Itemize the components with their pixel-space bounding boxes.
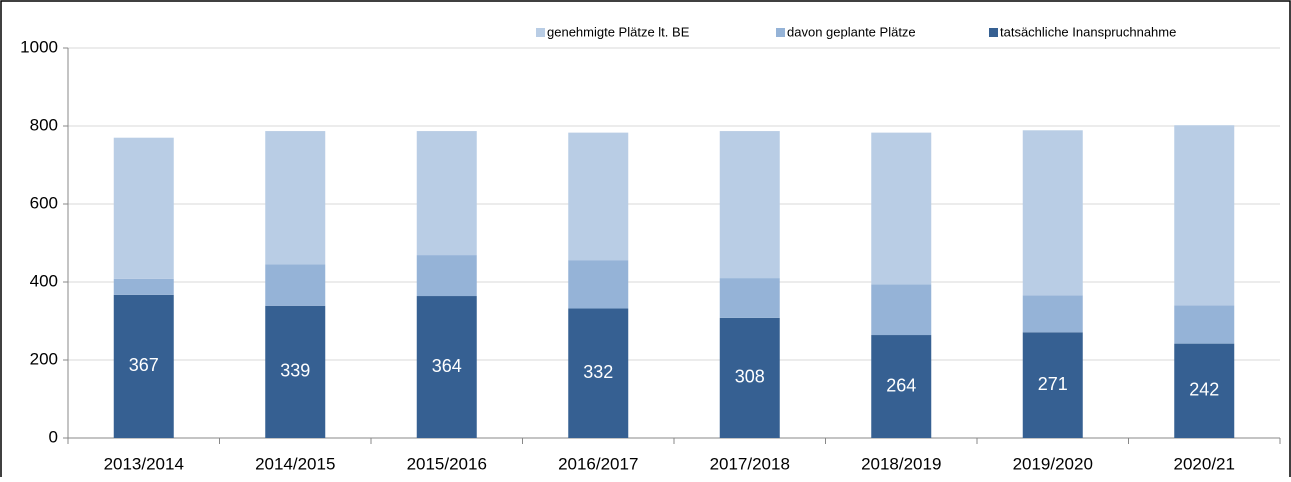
value-label: 367 xyxy=(129,355,159,375)
value-label: 271 xyxy=(1038,374,1068,394)
bar-segment xyxy=(719,278,780,318)
value-label: 339 xyxy=(280,361,310,381)
legend-label: tatsächliche Inanspruchnahme xyxy=(1000,24,1176,39)
y-tick-label: 800 xyxy=(30,115,58,134)
bar-segment xyxy=(113,278,174,295)
value-label: 264 xyxy=(886,375,916,395)
legend-swatch xyxy=(776,28,785,37)
bar-segment xyxy=(265,305,326,438)
x-tick-label: 2019/2020 xyxy=(1013,454,1093,473)
x-tick-label: 2015/2016 xyxy=(407,454,487,473)
bar-segment xyxy=(871,284,932,336)
value-label: 242 xyxy=(1189,380,1219,400)
legend-label: davon geplante Plätze xyxy=(787,24,916,39)
bar-segment xyxy=(871,335,932,438)
bar-segment xyxy=(265,264,326,306)
bar-segment xyxy=(416,131,477,256)
y-tick-label: 200 xyxy=(30,349,58,368)
legend-label: genehmigte Plätze lt. BE xyxy=(547,24,690,39)
bar-segment xyxy=(1022,295,1083,333)
bar-segment xyxy=(1174,305,1235,344)
x-tick-label: 2018/2019 xyxy=(861,454,941,473)
y-tick-label: 400 xyxy=(30,271,58,290)
legend-swatch xyxy=(989,28,998,37)
bar-segment xyxy=(1174,125,1235,306)
legend-swatch xyxy=(536,28,545,37)
bar-segment xyxy=(719,131,780,279)
value-label: 332 xyxy=(583,362,613,382)
bar-segment xyxy=(1022,130,1083,296)
bar-segment xyxy=(113,137,174,279)
x-tick-label: 2013/2014 xyxy=(104,454,184,473)
bar-segment xyxy=(1022,332,1083,438)
value-label: 308 xyxy=(735,367,765,387)
bar-segment xyxy=(871,132,932,285)
bar-segment xyxy=(416,255,477,297)
bar-segment xyxy=(113,294,174,438)
x-tick-label: 2016/2017 xyxy=(558,454,638,473)
bar-segment xyxy=(1174,343,1235,438)
bar-segment xyxy=(568,260,629,309)
y-tick-label: 0 xyxy=(49,427,58,446)
bar-segment xyxy=(719,317,780,438)
x-tick-label: 2020/21 xyxy=(1174,454,1235,473)
bar-segment xyxy=(416,296,477,438)
x-tick-label: 2017/2018 xyxy=(710,454,790,473)
value-label: 364 xyxy=(432,356,462,376)
bar-segment xyxy=(265,131,326,265)
y-tick-label: 1000 xyxy=(20,37,58,56)
y-tick-label: 600 xyxy=(30,193,58,212)
bar-segment xyxy=(568,308,629,438)
bar-segment xyxy=(568,132,629,261)
x-tick-label: 2014/2015 xyxy=(255,454,335,473)
